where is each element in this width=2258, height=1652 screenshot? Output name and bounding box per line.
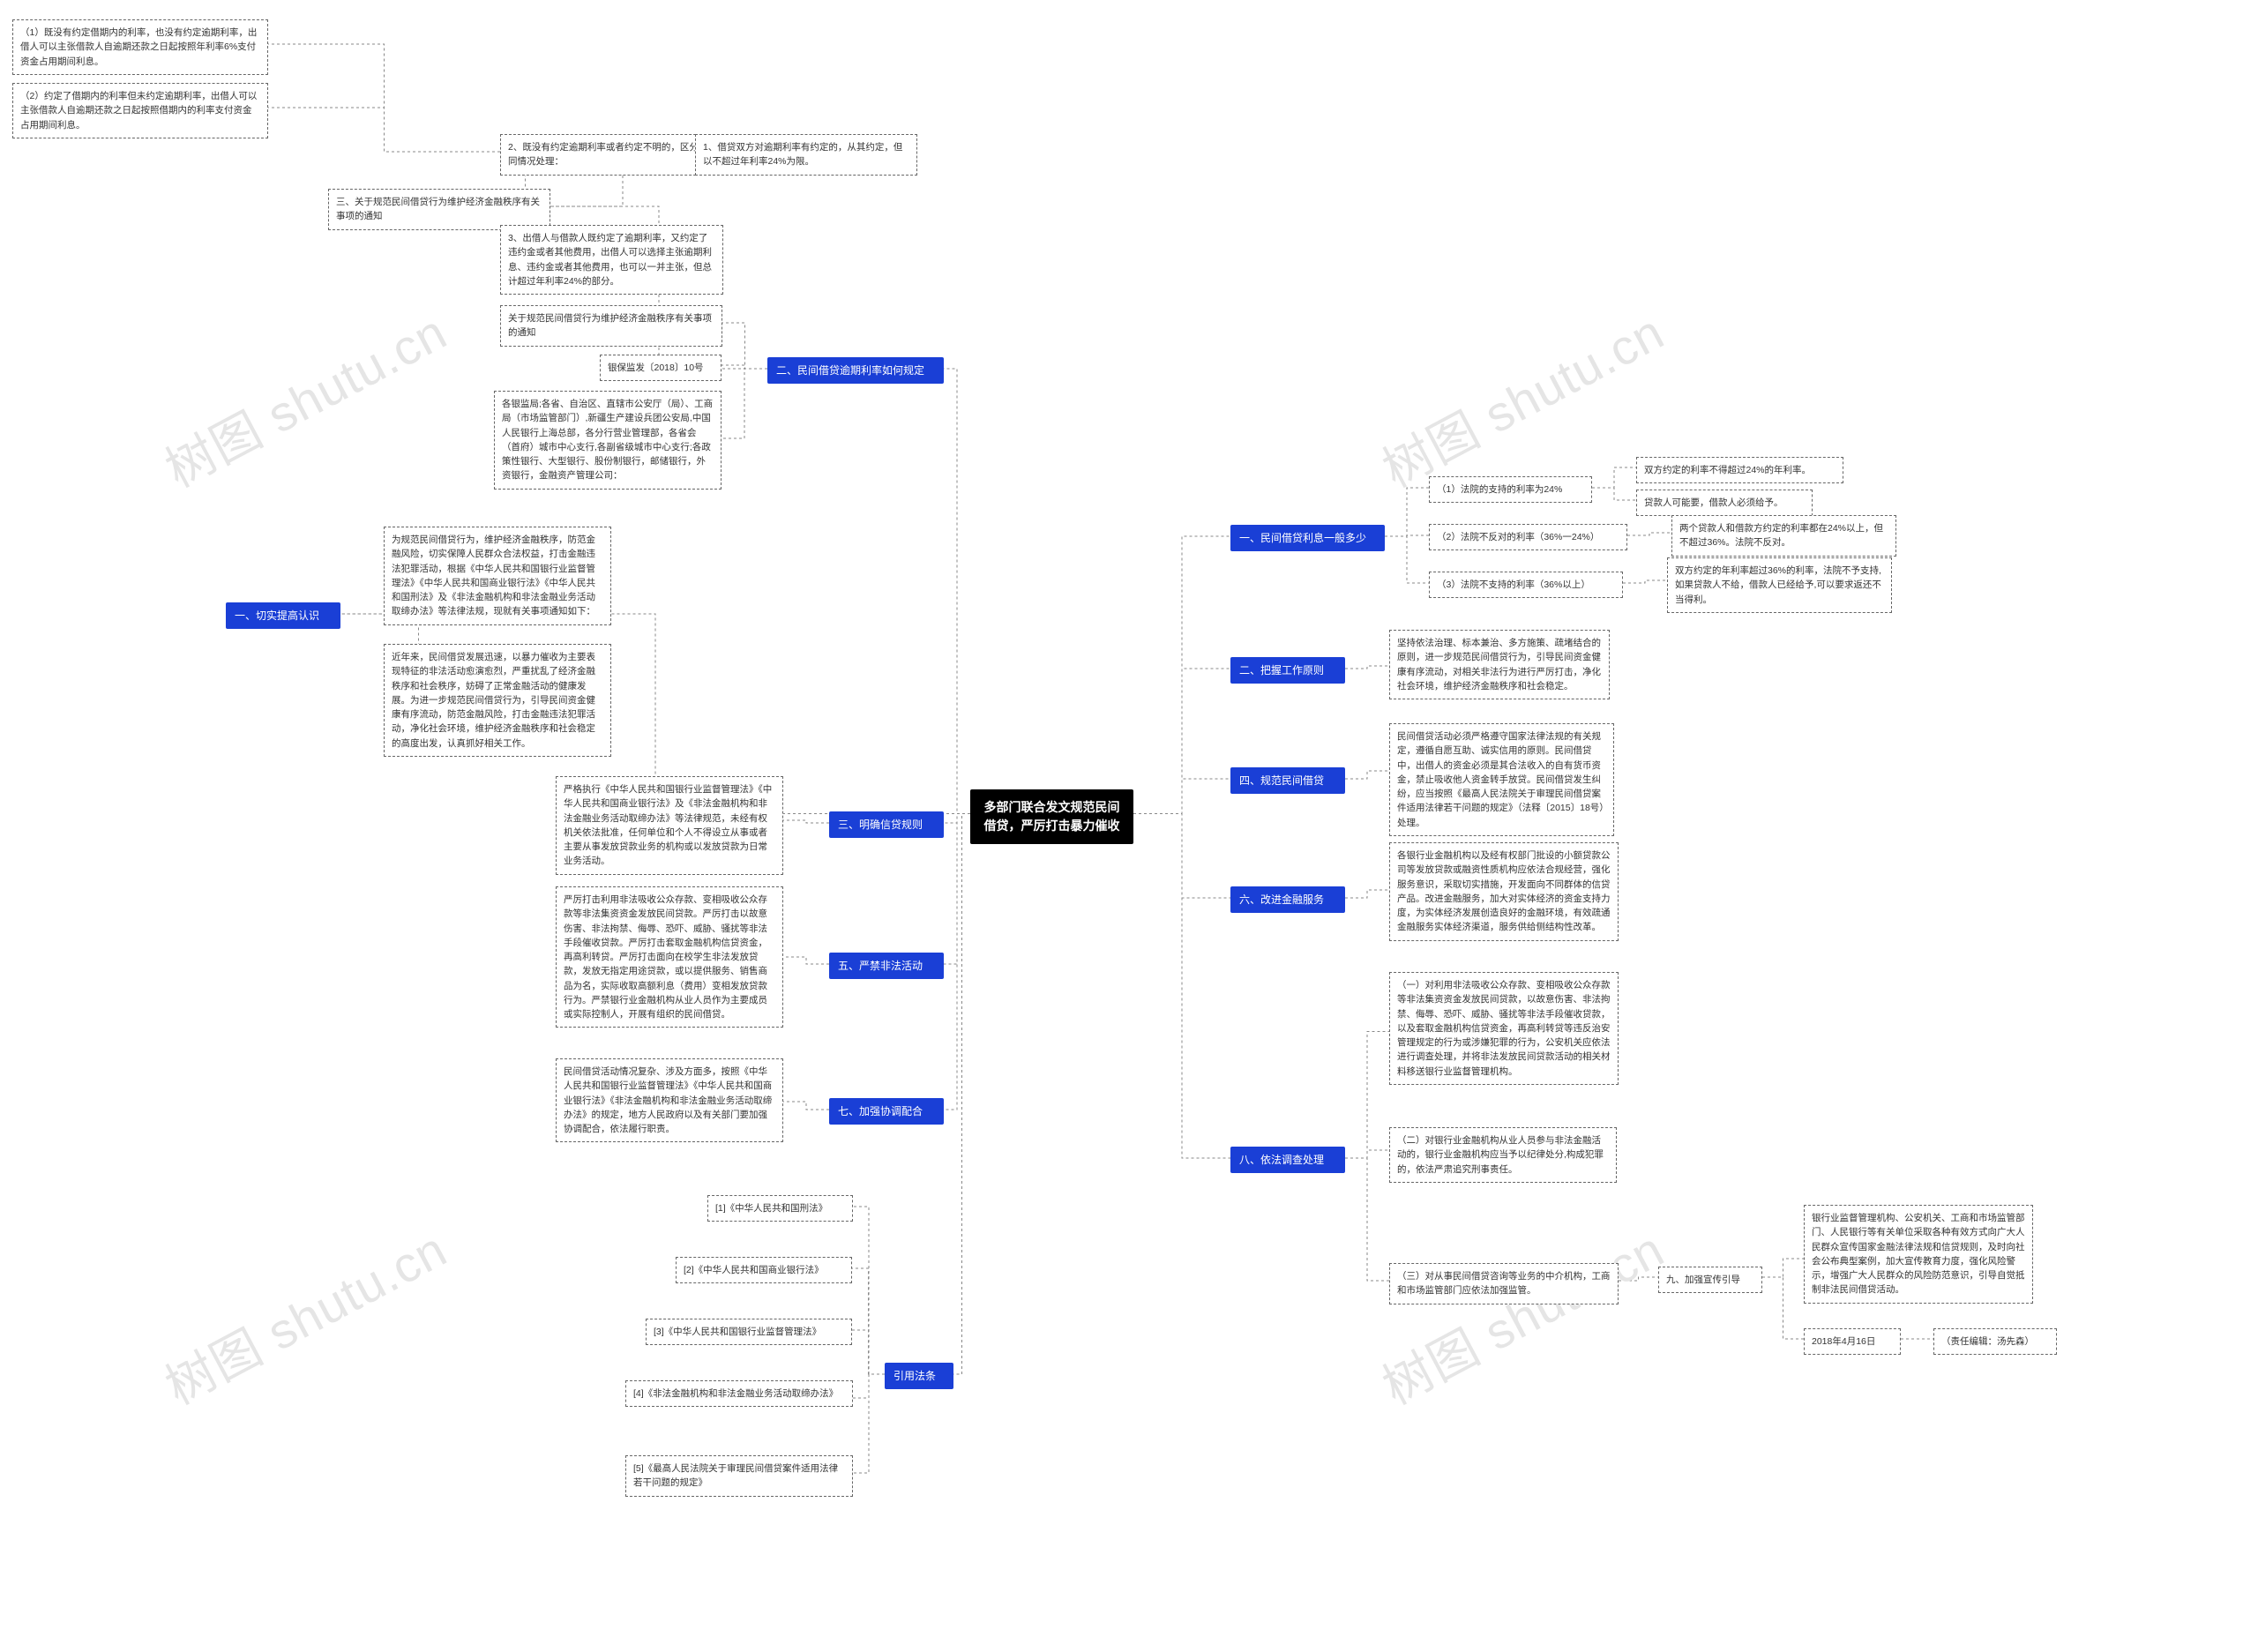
- mindmap-leaf: 严格执行《中华人民共和国银行业监督管理法》《中华人民共和国商业银行法》及《非法金…: [556, 776, 783, 875]
- mindmap-branch: 七、加强协调配合: [829, 1098, 944, 1125]
- mindmap-leaf: 双方约定的利率不得超过24%的年利率。: [1636, 457, 1843, 483]
- mindmap-leaf: 严厉打击利用非法吸收公众存款、变相吸收公众存款等非法集资资金发放民间贷款。严厉打…: [556, 886, 783, 1028]
- mindmap-leaf: [5]《最高人民法院关于审理民间借贷案件适用法律若干问题的规定》: [625, 1455, 853, 1497]
- mindmap-leaf: （2）法院不反对的利率（36%一24%）: [1429, 524, 1627, 550]
- mindmap-leaf: 民间借贷活动必须严格遵守国家法律法规的有关规定，遵循自愿互助、诚实信用的原则。民…: [1389, 723, 1614, 836]
- mindmap-leaf: 坚持依法治理、标本兼治、多方施策、疏堵结合的原则，进一步规范民间借贷行为，引导民…: [1389, 630, 1610, 699]
- watermark: 树图 shutu.cn: [151, 1211, 457, 1419]
- mindmap-leaf: （一）对利用非法吸收公众存款、变相吸收公众存款等非法集资资金发放民间贷款，以故意…: [1389, 972, 1619, 1085]
- mindmap-leaf: 关于规范民间借贷行为维护经济金融秩序有关事项的通知: [500, 305, 722, 347]
- mindmap-leaf: 贷款人可能要，借款人必须给予。: [1636, 490, 1813, 516]
- mindmap-branch: 一、切实提高认识: [226, 602, 340, 629]
- mindmap-leaf: 双方约定的年利率超过36%的利率，法院不予支持,如果贷款人不给，借款人已经给予,…: [1667, 557, 1892, 613]
- mindmap-leaf: 2、既没有约定逾期利率或者约定不明的，区分不同情况处理：: [500, 134, 722, 176]
- mindmap-branch: 二、把握工作原则: [1230, 657, 1345, 684]
- mindmap-leaf: 九、加强宣传引导: [1658, 1267, 1762, 1293]
- mindmap-leaf: （1）法院的支持的利率为24%: [1429, 476, 1592, 503]
- mindmap-leaf: [4]《非法金融机构和非法金融业务活动取缔办法》: [625, 1380, 853, 1407]
- mindmap-leaf: （2）约定了借期内的利率但未约定逾期利率，出借人可以主张借款人自逾期还款之日起按…: [12, 83, 268, 138]
- mindmap-leaf: （责任编辑：汤先森）: [1933, 1328, 2057, 1355]
- mindmap-branch: 四、规范民间借贷: [1230, 767, 1345, 794]
- mindmap-leaf: [3]《中华人民共和国银行业监督管理法》: [646, 1319, 852, 1345]
- mindmap-leaf: 2018年4月16日: [1804, 1328, 1901, 1355]
- watermark: 树图 shutu.cn: [1368, 294, 1674, 502]
- mindmap-branch: 二、民间借贷逾期利率如何规定: [767, 357, 944, 384]
- mindmap-branch: 五、严禁非法活动: [829, 953, 944, 979]
- mindmap-leaf: 两个贷款人和借款方约定的利率都在24%以上，但不超过36%。法院不反对。: [1671, 515, 1896, 557]
- mindmap-branch: 八、依法调查处理: [1230, 1147, 1345, 1173]
- mindmap-leaf: 各银行业金融机构以及经有权部门批设的小额贷款公司等发放贷款或融资性质机构应依法合…: [1389, 842, 1619, 941]
- mindmap-leaf: 各银监局;各省、自治区、直辖市公安厅（局）、工商局（市场监管部门）,新疆生产建设…: [494, 391, 722, 490]
- mindmap-leaf: 1、借贷双方对逾期利率有约定的，从其约定，但以不超过年利率24%为限。: [695, 134, 917, 176]
- mindmap-leaf: [1]《中华人民共和国刑法》: [707, 1195, 853, 1222]
- mindmap-branch: 六、改进金融服务: [1230, 886, 1345, 913]
- mindmap-branch: 引用法条: [885, 1363, 953, 1389]
- mindmap-leaf: （二）对银行业金融机构从业人员参与非法金融活动的，银行业金融机构应当予以纪律处分…: [1389, 1127, 1617, 1183]
- mindmap-branch: 三、明确信贷规则: [829, 811, 944, 838]
- mindmap-leaf: 为规范民间借贷行为，维护经济金融秩序，防范金融风险，切实保障人民群众合法权益，打…: [384, 527, 611, 625]
- mindmap-leaf: （3）法院不支持的利率（36%以上）: [1429, 572, 1623, 598]
- watermark: 树图 shutu.cn: [1368, 1211, 1674, 1419]
- mindmap-leaf: （1）既没有约定借期内的利率，也没有约定逾期利率，出借人可以主张借款人自逾期还款…: [12, 19, 268, 75]
- mindmap-leaf: 3、出借人与借款人既约定了逾期利率，又约定了违约金或者其他费用，出借人可以选择主…: [500, 225, 723, 295]
- mindmap-leaf: （三）对从事民间借贷咨询等业务的中介机构，工商和市场监管部门应依法加强监管。: [1389, 1263, 1619, 1304]
- mindmap-leaf: 三、关于规范民间借贷行为维护经济金融秩序有关事项的通知: [328, 189, 550, 230]
- mindmap-leaf: 近年来，民间借贷发展迅速，以暴力催收为主要表现特征的非法活动愈演愈烈，严重扰乱了…: [384, 644, 611, 757]
- mindmap-root: 多部门联合发文规范民间借贷，严厉打击暴力催收: [970, 789, 1133, 844]
- mindmap-branch: 一、民间借贷利息一般多少: [1230, 525, 1385, 551]
- watermark: 树图 shutu.cn: [151, 294, 457, 502]
- mindmap-leaf: 银行业监督管理机构、公安机关、工商和市场监管部门、人民银行等有关单位采取各种有效…: [1804, 1205, 2033, 1304]
- mindmap-leaf: 银保监发〔2018〕10号: [600, 355, 722, 381]
- mindmap-leaf: 民间借贷活动情况复杂、涉及方面多，按照《中华人民共和国银行业监督管理法》《中华人…: [556, 1058, 783, 1142]
- mindmap-leaf: [2]《中华人民共和国商业银行法》: [676, 1257, 852, 1283]
